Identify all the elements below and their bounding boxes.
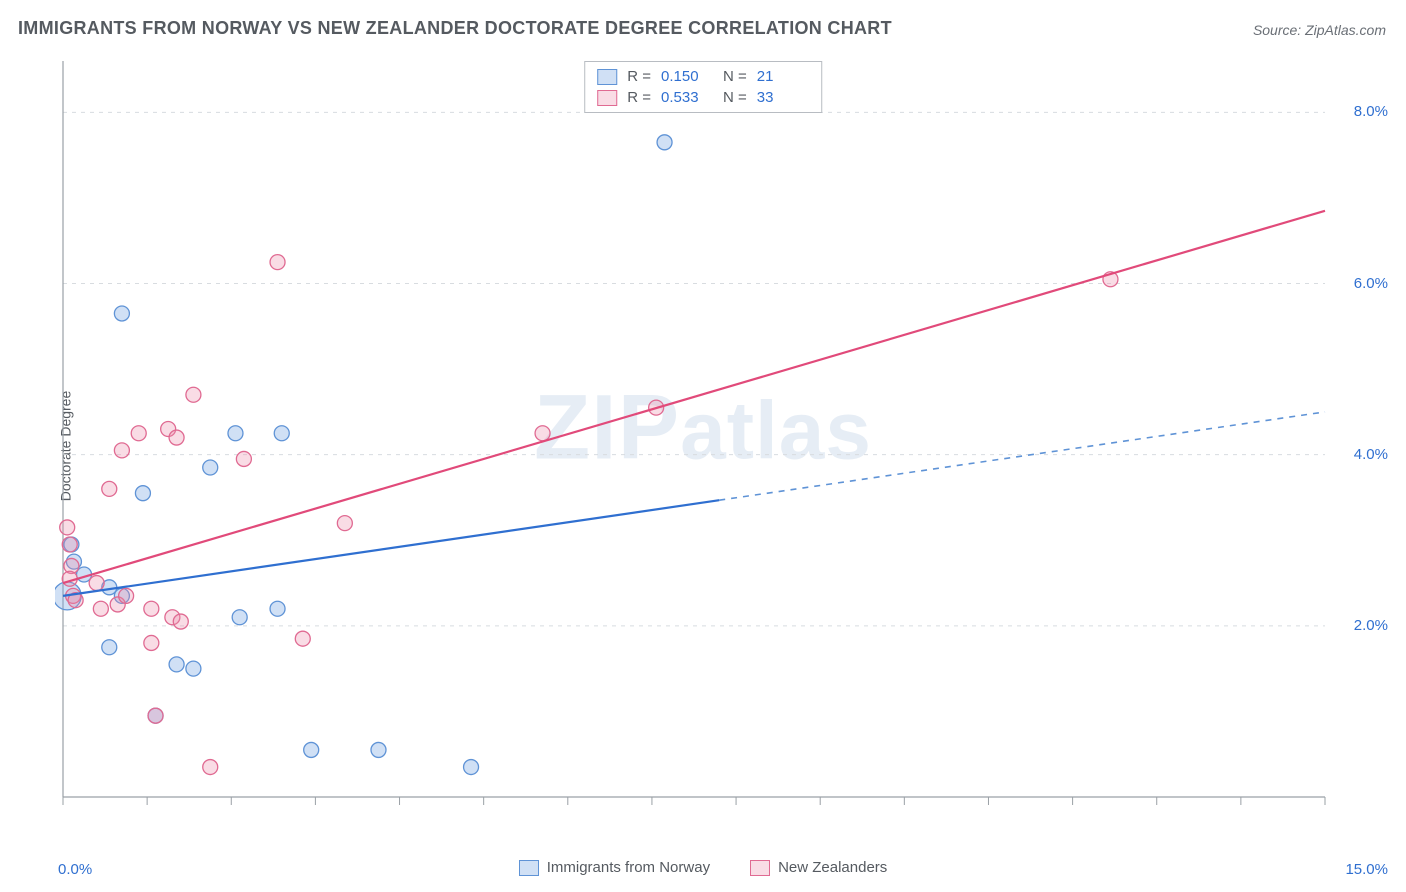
chart-title: IMMIGRANTS FROM NORWAY VS NEW ZEALANDER … [18, 18, 892, 39]
legend-item: New Zealanders [750, 859, 887, 876]
legend-item: Immigrants from Norway [519, 859, 710, 876]
x-axis-min-label: 0.0% [58, 861, 92, 878]
r-value: 0.150 [661, 68, 713, 85]
source-text: ZipAtlas.com [1305, 22, 1386, 38]
n-label: N = [723, 68, 747, 85]
legend-swatch-icon [597, 90, 617, 106]
series-legend: Immigrants from Norway New Zealanders [0, 859, 1406, 876]
legend-swatch-icon [750, 860, 770, 876]
legend-label: Immigrants from Norway [547, 859, 710, 876]
y-axis-tick-label: 8.0% [1354, 103, 1388, 120]
source-prefix: Source: [1253, 22, 1305, 38]
r-value: 0.533 [661, 89, 713, 106]
correlation-legend: R = 0.150 N = 21 R = 0.533 N = 33 [584, 61, 822, 113]
legend-swatch-icon [597, 69, 617, 85]
n-value: 33 [757, 89, 809, 106]
legend-row: R = 0.533 N = 33 [597, 87, 809, 108]
y-axis-tick-label: 2.0% [1354, 617, 1388, 634]
x-axis-max-label: 15.0% [1345, 861, 1388, 878]
n-value: 21 [757, 68, 809, 85]
source-label: Source: ZipAtlas.com [1253, 22, 1386, 38]
legend-swatch-icon [519, 860, 539, 876]
y-axis-tick-label: 6.0% [1354, 275, 1388, 292]
legend-row: R = 0.150 N = 21 [597, 66, 809, 87]
scatter-plot [55, 55, 1385, 835]
n-label: N = [723, 89, 747, 106]
r-label: R = [627, 89, 651, 106]
y-axis-tick-label: 4.0% [1354, 446, 1388, 463]
r-label: R = [627, 68, 651, 85]
legend-label: New Zealanders [778, 859, 887, 876]
chart-container: { "title": "IMMIGRANTS FROM NORWAY VS NE… [0, 0, 1406, 892]
